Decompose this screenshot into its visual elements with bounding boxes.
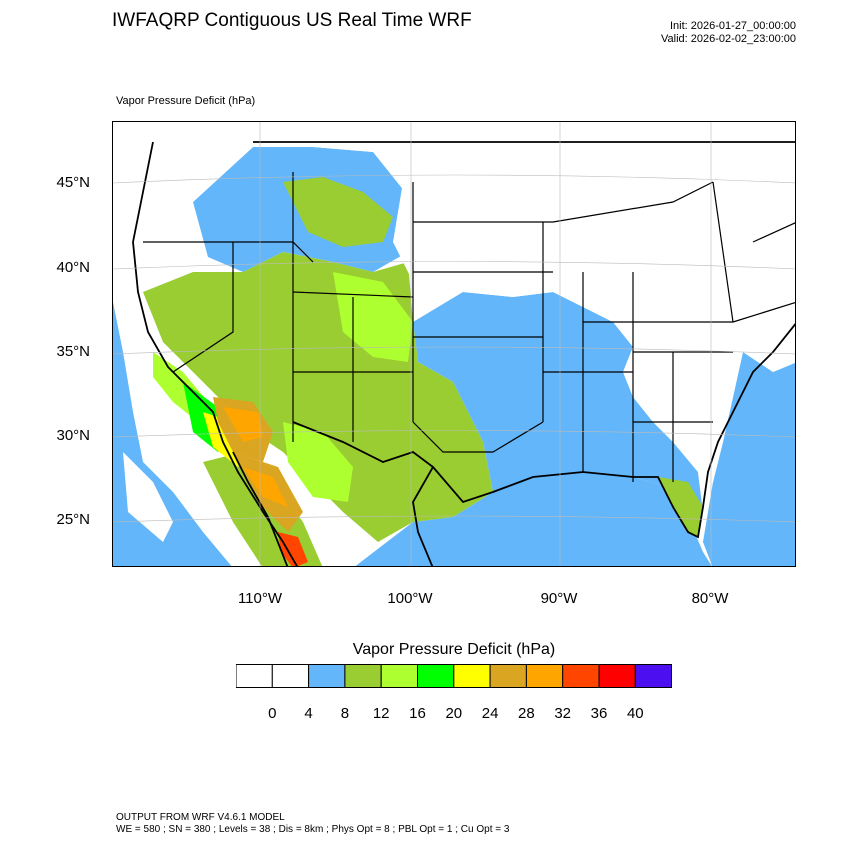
field-label: Vapor Pressure Deficit (hPa) [116,95,256,107]
vpd-map [113,122,795,566]
legend-tick-label: 20 [445,705,463,722]
legend-tick-label: 40 [626,705,644,722]
vpd-zone-0-4-canada [253,122,795,182]
legend-tick-label: 0 [268,705,277,722]
legend-colorbar [236,664,672,688]
legend-swatch [525,664,564,688]
lon-label-90w: 90°W [540,590,578,607]
legend-swatch [417,664,455,688]
state-borders [143,172,795,482]
lat-label-45: 45°N [56,174,90,191]
vpd-zone-32-36-baja [278,532,308,566]
legend-tick-label: 24 [481,705,499,722]
valid-time: Valid: 2026-02-02_23:00:00 [661,33,796,45]
vpd-zone-8-12-florida [658,477,703,537]
footer-config: WE = 580 ; SN = 380 ; Levels = 38 ; Dis … [116,824,510,835]
legend-swatch [634,664,672,688]
vpd-zone-28-32-sonora [243,467,288,507]
coastlines [132,141,795,566]
vpd-zone-4-8-central [413,292,703,517]
run-info: Init: 2026-01-27_00:00:00 Valid: 2026-02… [661,20,796,46]
vpd-zone-0-4-pacific-sw [123,452,173,542]
vpd-zone-12-16-southwest [283,422,353,502]
legend-swatch [236,664,273,688]
legend-swatch [380,664,418,688]
legend-tick-label: 16 [409,705,426,722]
model-footer: OUTPUT FROM WRF V4.6.1 MODEL WE = 580 ; … [116,812,509,836]
lat-label-40: 40°N [56,259,90,276]
legend-tick-label: 28 [518,705,535,722]
legend-swatch [562,664,600,688]
gulf-of-mexico [355,472,712,566]
legend-swatch [598,664,636,688]
lon-label-100w: 100°W [387,590,433,607]
legend-swatch [344,664,382,688]
footer-model: OUTPUT FROM WRF V4.6.1 MODEL [116,812,285,823]
vpd-zone-28-32-arizona [223,407,263,442]
graticule [113,122,795,566]
legend-tick-label: 8 [340,705,350,722]
legend-swatch [308,664,346,688]
lat-label-25: 25°N [56,511,90,528]
lon-label-80w: 80°W [691,590,729,607]
vpd-zone-0-4-northwest [133,122,263,242]
legend-swatch [271,664,310,688]
init-time: Init: 2026-01-27_00:00:00 [670,20,796,32]
atlantic-ocean [703,352,795,566]
map-title: IWFAQRP Contiguous US Real Time WRF [112,10,472,31]
map-panel [112,121,796,567]
legend-swatch [489,664,527,688]
legend-tick-label: 12 [372,705,390,722]
lon-label-110w: 110°W [237,590,283,607]
vpd-zone-8-12-northern-plains [283,177,393,247]
lat-label-35: 35°N [56,343,90,360]
vpd-zone-0-4-north-central-east [393,142,795,512]
legend-swatch [453,664,491,688]
legend-tick-label: 36 [590,705,608,722]
legend-tick-label: 4 [304,705,313,722]
legend-tick-label: 32 [554,705,572,722]
legend-title: Vapor Pressure Deficit (hPa) [352,641,556,658]
lat-label-30: 30°N [56,427,90,444]
